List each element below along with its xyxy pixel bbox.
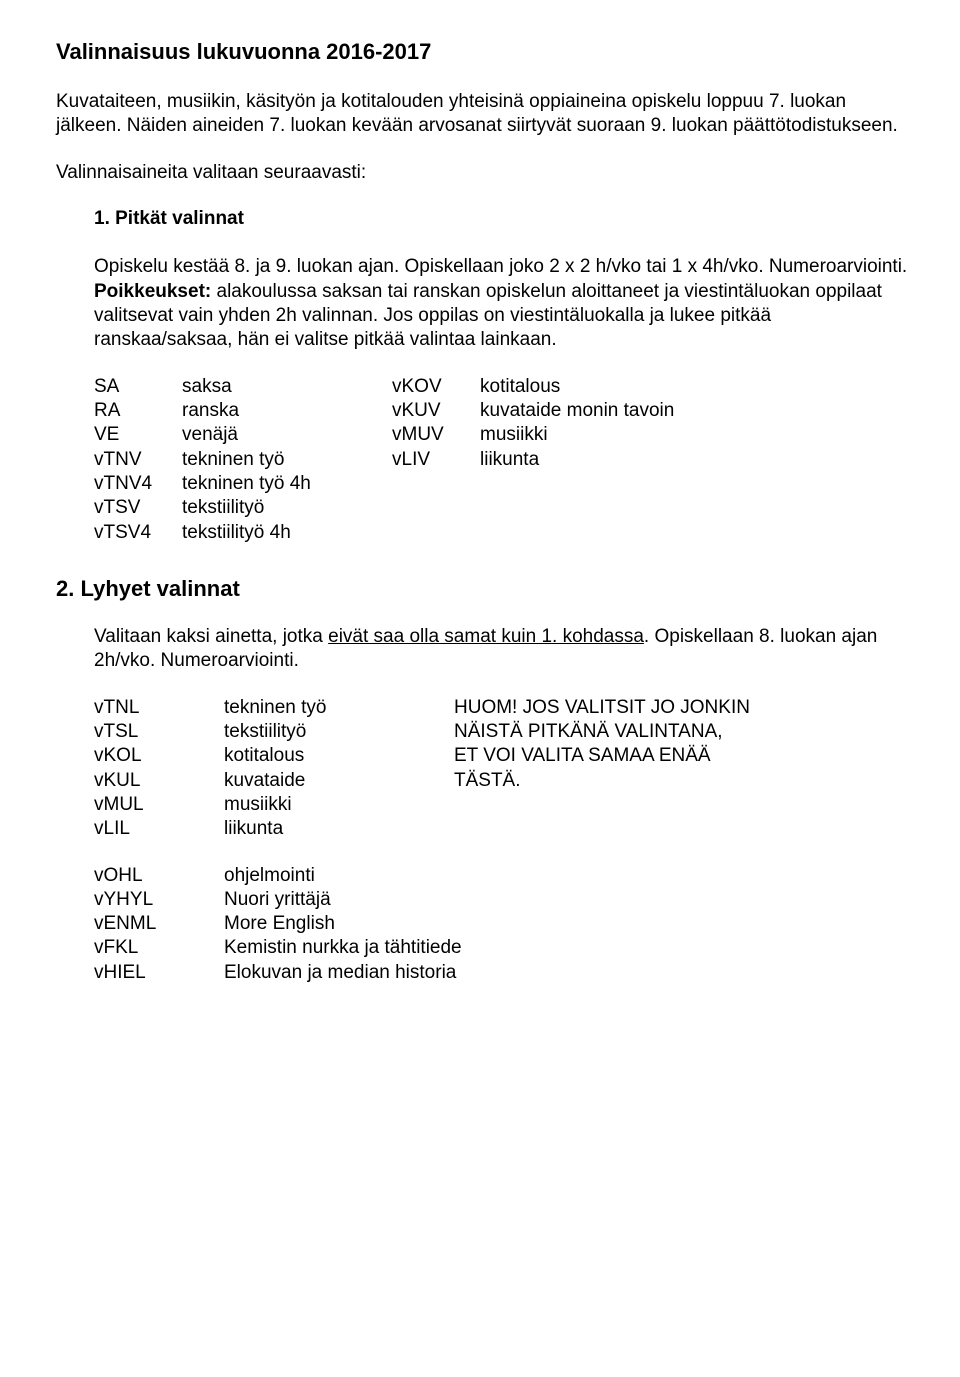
code: vKUL — [94, 769, 224, 793]
label: saksa — [182, 375, 392, 399]
desc-pre: Valitaan kaksi ainetta, jotka — [94, 626, 328, 647]
intro-paragraph: Kuvataiteen, musiikin, käsityön ja kotit… — [56, 90, 910, 139]
code: vENML — [94, 912, 224, 936]
code: vTNV4 — [94, 472, 182, 496]
exception-label: Poikkeukset: — [94, 281, 211, 302]
code: vFKL — [94, 936, 224, 960]
code: vTNL — [94, 696, 224, 720]
label: Nuori yrittäjä — [224, 888, 454, 912]
code: vMUL — [94, 793, 224, 817]
label: ranska — [182, 399, 392, 423]
label: liikunta — [480, 448, 539, 472]
label: kuvataide monin tavoin — [480, 399, 674, 423]
label: ohjelmointi — [224, 864, 454, 888]
label: More English — [224, 912, 454, 936]
section2-heading: 2. Lyhyet valinnat — [56, 575, 910, 603]
code: vLIL — [94, 817, 224, 841]
valitaan-line: Valinnaisaineita valitaan seuraavasti: — [56, 161, 910, 185]
code: vYHYL — [94, 888, 224, 912]
code: vTSV — [94, 496, 182, 520]
section2-desc: Valitaan kaksi ainetta, jotka eivät saa … — [94, 625, 910, 674]
label: tekstiilityö — [182, 496, 392, 520]
code: vHIEL — [94, 961, 224, 985]
note-line: TÄSTÄ. — [454, 769, 874, 793]
note-block: HUOM! JOS VALITSIT JO JONKIN NÄISTÄ PITK… — [454, 696, 874, 842]
label: tekninen työ — [224, 696, 454, 720]
label: kuvataide — [224, 769, 454, 793]
code: VE — [94, 423, 182, 447]
section1-desc-a: Opiskelu kestää 8. ja 9. luokan ajan. Op… — [94, 256, 907, 277]
section1-heading: 1. Pitkät valinnat — [94, 207, 910, 231]
desc-underline: eivät saa olla samat kuin 1. kohdassa — [328, 626, 644, 647]
label: Kemistin nurkka ja tähtitiede — [224, 936, 462, 960]
section1-desc: Opiskelu kestää 8. ja 9. luokan ajan. Op… — [94, 255, 910, 352]
code: vTSL — [94, 720, 224, 744]
label: musiikki — [480, 423, 548, 447]
lyhyet-table-b: vOHLohjelmointi vYHYLNuori yrittäjä vENM… — [94, 864, 910, 986]
pitkat-table: SAsaksa RAranska VEvenäjä vTNVtekninen t… — [94, 375, 910, 545]
code: vKOL — [94, 744, 224, 768]
label: liikunta — [224, 817, 454, 841]
label: kotitalous — [224, 744, 454, 768]
label: musiikki — [224, 793, 454, 817]
code: vOHL — [94, 864, 224, 888]
label: Elokuvan ja median historia — [224, 961, 456, 985]
label: venäjä — [182, 423, 392, 447]
note-line: ET VOI VALITA SAMAA ENÄÄ — [454, 744, 874, 768]
section1-desc-b: alakoulussa saksan tai ranskan opiskelun… — [94, 281, 882, 351]
code: vMUV — [392, 423, 480, 447]
code: RA — [94, 399, 182, 423]
lyhyet-table-a: vTNLtekninen työ vTSLtekstiilityö vKOLko… — [94, 696, 910, 842]
code: vLIV — [392, 448, 480, 472]
code: vKOV — [392, 375, 480, 399]
label: tekstiilityö — [224, 720, 454, 744]
label: kotitalous — [480, 375, 560, 399]
code: vTSV4 — [94, 521, 182, 545]
note-line: HUOM! JOS VALITSIT JO JONKIN — [454, 696, 874, 720]
label: tekstiilityö 4h — [182, 521, 392, 545]
code: vKUV — [392, 399, 480, 423]
page-title: Valinnaisuus lukuvuonna 2016-2017 — [56, 38, 910, 66]
note-line: NÄISTÄ PITKÄNÄ VALINTANA, — [454, 720, 874, 744]
code: vTNV — [94, 448, 182, 472]
label: tekninen työ 4h — [182, 472, 392, 496]
code: SA — [94, 375, 182, 399]
label: tekninen työ — [182, 448, 392, 472]
